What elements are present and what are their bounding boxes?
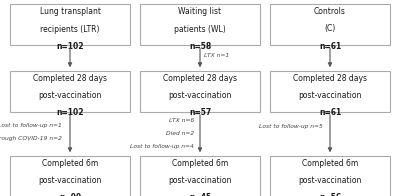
FancyBboxPatch shape <box>140 156 260 196</box>
Text: patients (WL): patients (WL) <box>174 24 226 34</box>
Text: Breaktrough COVID-19 n=2: Breaktrough COVID-19 n=2 <box>0 136 62 141</box>
Text: Lost to follow-up n=5: Lost to follow-up n=5 <box>259 124 323 129</box>
Text: post-vaccination: post-vaccination <box>168 91 232 100</box>
FancyBboxPatch shape <box>10 71 130 112</box>
Text: n=61: n=61 <box>319 108 341 117</box>
Text: Lost to follow-up n=1: Lost to follow-up n=1 <box>0 123 62 128</box>
Text: n=61: n=61 <box>319 42 341 51</box>
Text: post-vaccination: post-vaccination <box>298 176 362 185</box>
Text: n=57: n=57 <box>189 108 211 117</box>
Text: n=45: n=45 <box>189 193 211 196</box>
Text: post-vaccination: post-vaccination <box>168 176 232 185</box>
Text: Completed 6m: Completed 6m <box>302 159 358 168</box>
Text: post-vaccination: post-vaccination <box>38 176 102 185</box>
Text: Completed 6m: Completed 6m <box>42 159 98 168</box>
Text: n=102: n=102 <box>56 42 84 51</box>
Text: Controls: Controls <box>314 7 346 16</box>
Text: (C): (C) <box>324 24 336 34</box>
Text: Completed 28 days: Completed 28 days <box>293 74 367 83</box>
Text: post-vaccination: post-vaccination <box>38 91 102 100</box>
Text: recipients (LTR): recipients (LTR) <box>40 24 100 34</box>
Text: Lost to follow-up n=4: Lost to follow-up n=4 <box>130 143 194 149</box>
Text: LTX n=1: LTX n=1 <box>204 53 229 58</box>
Text: n=56: n=56 <box>319 193 341 196</box>
Text: n=99: n=99 <box>59 193 81 196</box>
FancyBboxPatch shape <box>140 4 260 45</box>
Text: Completed 28 days: Completed 28 days <box>33 74 107 83</box>
Text: n=58: n=58 <box>189 42 211 51</box>
Text: Completed 6m: Completed 6m <box>172 159 228 168</box>
Text: Lung transplant: Lung transplant <box>40 7 100 16</box>
FancyBboxPatch shape <box>270 156 390 196</box>
Text: Died n=2: Died n=2 <box>166 131 194 136</box>
FancyBboxPatch shape <box>140 71 260 112</box>
FancyBboxPatch shape <box>270 4 390 45</box>
FancyBboxPatch shape <box>10 4 130 45</box>
Text: n=102: n=102 <box>56 108 84 117</box>
Text: LTX n=6: LTX n=6 <box>169 118 194 123</box>
FancyBboxPatch shape <box>270 71 390 112</box>
Text: post-vaccination: post-vaccination <box>298 91 362 100</box>
Text: Completed 28 days: Completed 28 days <box>163 74 237 83</box>
FancyBboxPatch shape <box>10 156 130 196</box>
Text: Waiting list: Waiting list <box>178 7 222 16</box>
